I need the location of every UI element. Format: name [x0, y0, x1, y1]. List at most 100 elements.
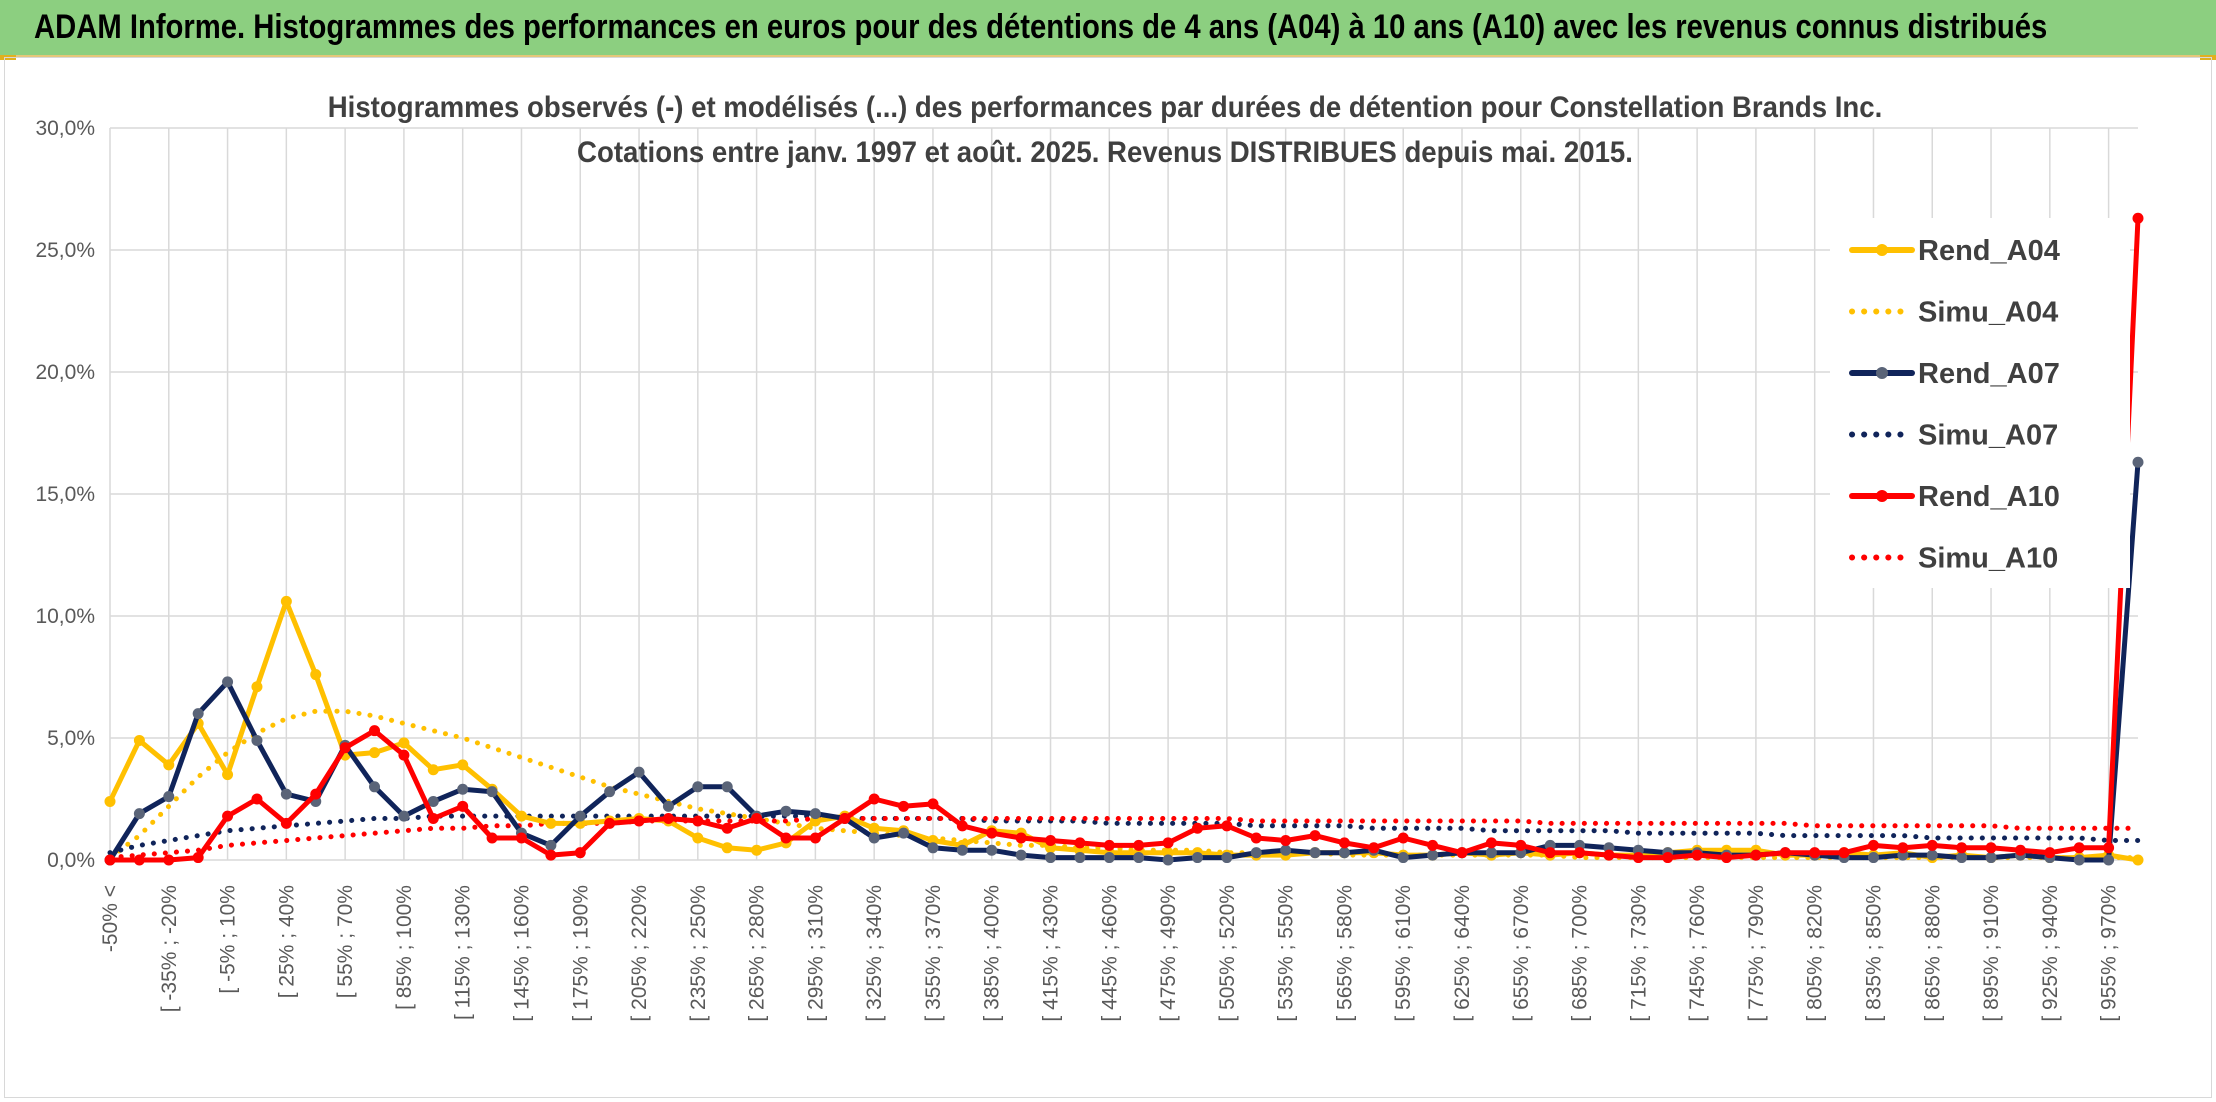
- data-point-Rend_A10: [633, 815, 645, 827]
- data-point-Rend_A10: [1103, 839, 1115, 851]
- data-point-Rend_A10: [868, 793, 880, 805]
- data-point-Rend_A07: [1427, 849, 1439, 861]
- x-tick-label: [ 745% ; 760%: [1686, 885, 1709, 1022]
- chart-title-line-2: Cotations entre janv. 1997 et août. 2025…: [577, 136, 1633, 169]
- data-point-Rend_A10: [280, 817, 292, 829]
- data-point-Rend_A10: [1191, 822, 1203, 834]
- data-point-Rend_A10: [1250, 832, 1262, 844]
- report-title: ADAM Informe. Histogrammes des performan…: [34, 8, 2048, 46]
- data-point-Rend_A10: [1691, 849, 1703, 861]
- data-point-Rend_A04: [751, 844, 763, 856]
- data-point-Rend_A07: [574, 810, 586, 822]
- data-point-Rend_A07: [1280, 844, 1292, 856]
- data-point-Rend_A07: [721, 781, 733, 793]
- data-point-Rend_A07: [604, 786, 616, 798]
- data-point-Rend_A04: [222, 769, 234, 781]
- x-tick-label: [ 595% ; 610%: [1392, 885, 1415, 1022]
- data-point-Rend_A07: [133, 808, 145, 820]
- data-point-Rend_A04: [398, 737, 410, 749]
- x-tick-label: [ 955% ; 970%: [2098, 885, 2121, 1022]
- data-point-Rend_A10: [1045, 834, 1057, 846]
- data-point-Rend_A10: [1338, 837, 1350, 849]
- y-tick-label: 5,0%: [47, 727, 95, 750]
- data-point-Rend_A07: [457, 783, 469, 795]
- data-point-Rend_A10: [192, 852, 204, 864]
- data-point-Rend_A10: [1309, 830, 1321, 842]
- data-point-Rend_A04: [515, 810, 527, 822]
- data-point-Rend_A04: [280, 595, 292, 607]
- data-point-Rend_A07: [692, 781, 704, 793]
- data-point-Rend_A04: [104, 795, 116, 807]
- data-point-Rend_A10: [1456, 847, 1468, 859]
- data-point-Rend_A04: [133, 734, 145, 746]
- y-tick-label: 25,0%: [35, 239, 95, 262]
- x-tick-label: [ 85% ; 100%: [393, 885, 416, 1010]
- data-point-Rend_A10: [1544, 847, 1556, 859]
- data-point-Rend_A07: [927, 842, 939, 854]
- x-tick-label: [ 895% ; 910%: [1980, 885, 2003, 1022]
- data-point-Rend_A10: [898, 800, 910, 812]
- legend-label-Rend_A07: Rend_A07: [1918, 358, 2060, 390]
- data-point-Rend_A04: [692, 832, 704, 844]
- data-point-Rend_A10: [956, 820, 968, 832]
- data-point-Rend_A07: [662, 800, 674, 812]
- y-tick-label: 30,0%: [35, 117, 95, 140]
- series-layer: [104, 212, 2144, 866]
- data-point-Rend_A10: [1515, 839, 1527, 851]
- x-tick-label: [ 25% ; 40%: [275, 885, 298, 998]
- data-point-Rend_A10: [839, 813, 851, 825]
- x-tick-label: [ 145% ; 160%: [510, 885, 533, 1022]
- data-point-Rend_A10: [2103, 842, 2115, 854]
- data-point-Rend_A10: [1015, 832, 1027, 844]
- data-point-Rend_A07: [1338, 847, 1350, 859]
- data-point-Rend_A07: [1309, 847, 1321, 859]
- legend-label-Rend_A10: Rend_A10: [1918, 481, 2060, 513]
- data-point-Rend_A10: [1280, 834, 1292, 846]
- data-point-Rend_A10: [1221, 820, 1233, 832]
- legend-marker-Rend_A07: [1876, 367, 1888, 379]
- x-tick-label: [ 835% ; 850%: [1862, 885, 1885, 1022]
- data-point-Rend_A10: [1956, 842, 1968, 854]
- data-point-Rend_A07: [898, 827, 910, 839]
- y-tick-label: 15,0%: [35, 483, 95, 506]
- x-tick-label: [ -35% ; -20%: [158, 885, 181, 1012]
- x-tick-label: [ 565% ; 580%: [1333, 885, 1356, 1022]
- x-tick-label: [ 865% ; 880%: [1921, 885, 1944, 1022]
- data-point-Rend_A10: [515, 832, 527, 844]
- data-point-Rend_A07: [868, 832, 880, 844]
- data-point-Rend_A10: [251, 793, 263, 805]
- data-point-Rend_A10: [1662, 852, 1674, 864]
- data-point-Rend_A07: [1133, 852, 1145, 864]
- data-point-Rend_A10: [809, 832, 821, 844]
- x-tick-label: -50% <: [99, 885, 122, 952]
- data-point-Rend_A07: [192, 708, 204, 720]
- x-tick-label: [ 295% ; 310%: [804, 885, 827, 1022]
- data-point-Rend_A07: [1485, 847, 1497, 859]
- data-point-Rend_A10: [222, 810, 234, 822]
- data-point-Rend_A07: [1985, 852, 1997, 864]
- data-point-Rend_A10: [2132, 212, 2144, 224]
- legend-label-Rend_A04: Rend_A04: [1918, 235, 2060, 267]
- x-tick-label: [ 205% ; 220%: [628, 885, 651, 1022]
- data-point-Rend_A07: [1926, 849, 1938, 861]
- x-tick-label: [ 655% ; 670%: [1510, 885, 1533, 1022]
- data-point-Rend_A07: [1015, 849, 1027, 861]
- data-point-Rend_A07: [1162, 854, 1174, 866]
- data-point-Rend_A07: [986, 844, 998, 856]
- data-point-Rend_A04: [457, 759, 469, 771]
- data-point-Rend_A10: [1809, 847, 1821, 859]
- data-point-Rend_A10: [369, 725, 381, 737]
- data-point-Rend_A07: [1397, 852, 1409, 864]
- data-point-Rend_A10: [104, 854, 116, 866]
- x-tick-label: [ 625% ; 640%: [1451, 885, 1474, 1022]
- data-point-Rend_A07: [369, 781, 381, 793]
- report-banner: ADAM Informe. Histogrammes des performan…: [0, 0, 2216, 57]
- legend-label-Simu_A07: Simu_A07: [1918, 420, 2058, 452]
- data-point-Rend_A10: [1133, 839, 1145, 851]
- data-point-Rend_A07: [1956, 852, 1968, 864]
- data-point-Rend_A10: [398, 749, 410, 761]
- data-point-Rend_A07: [251, 734, 263, 746]
- data-point-Rend_A10: [574, 847, 586, 859]
- x-tick-label: [ 355% ; 370%: [922, 885, 945, 1022]
